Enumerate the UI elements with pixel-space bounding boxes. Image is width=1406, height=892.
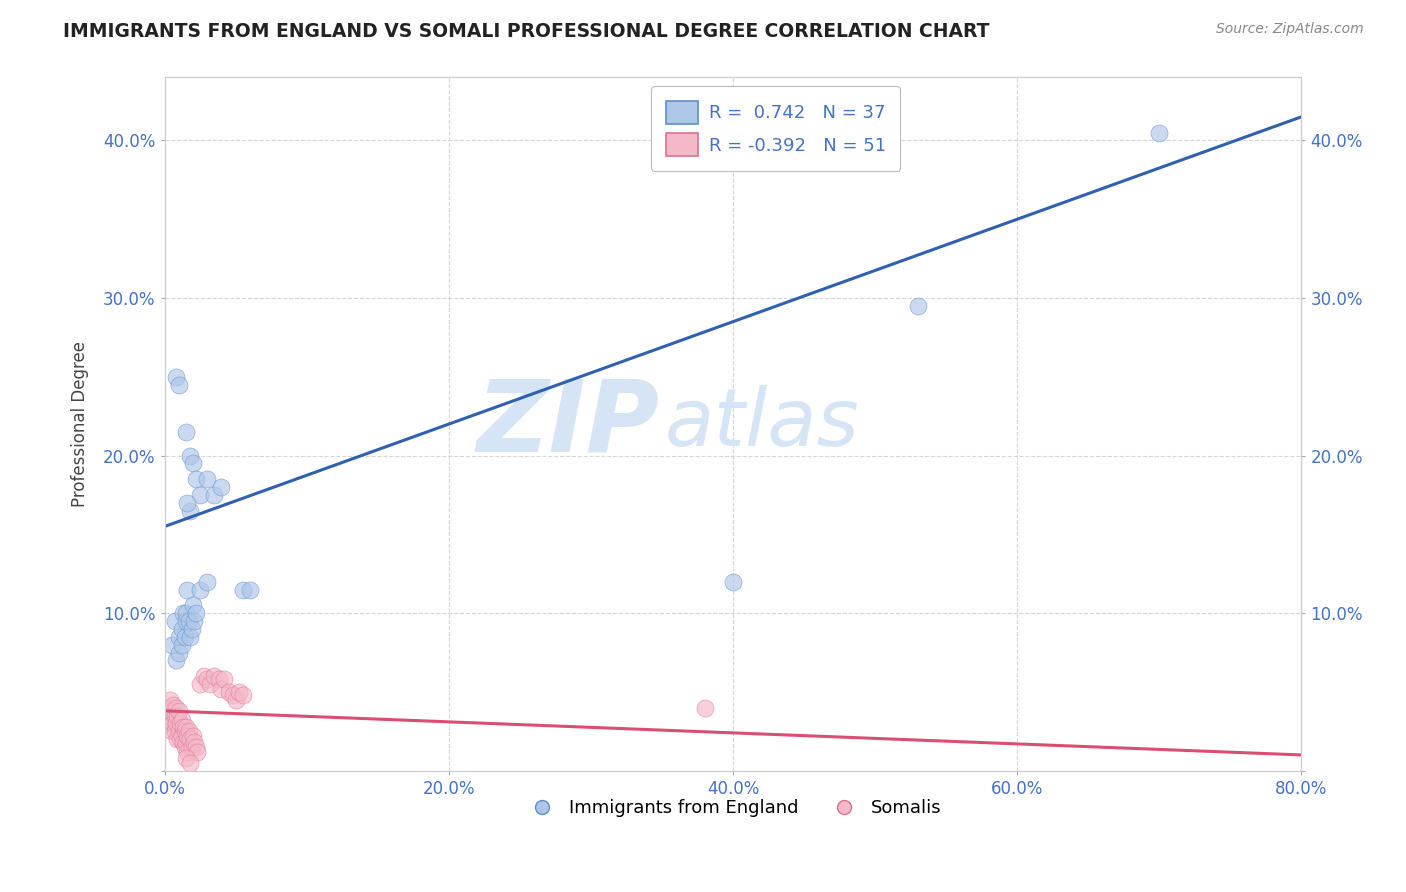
Point xyxy=(202,669,225,683)
Point xyxy=(174,751,197,765)
Point xyxy=(163,708,186,723)
Point xyxy=(165,653,187,667)
Point xyxy=(156,700,179,714)
Point xyxy=(195,673,218,687)
Point xyxy=(167,377,190,392)
Point xyxy=(160,638,183,652)
Point xyxy=(184,472,207,486)
Point xyxy=(693,700,716,714)
Point xyxy=(232,688,254,702)
Point xyxy=(225,693,247,707)
Point xyxy=(181,729,204,743)
Point xyxy=(165,369,187,384)
Point xyxy=(176,582,198,597)
Point xyxy=(195,574,218,589)
Point xyxy=(179,449,201,463)
Point xyxy=(180,740,202,755)
Point xyxy=(208,673,231,687)
Point xyxy=(218,685,240,699)
Text: atlas: atlas xyxy=(665,385,859,463)
Legend: Immigrants from England, Somalis: Immigrants from England, Somalis xyxy=(517,791,949,824)
Point xyxy=(181,457,204,471)
Point xyxy=(195,472,218,486)
Y-axis label: Professional Degree: Professional Degree xyxy=(72,341,89,507)
Point xyxy=(166,708,188,723)
Point xyxy=(188,582,211,597)
Point xyxy=(232,582,254,597)
Point xyxy=(1149,126,1171,140)
Point xyxy=(239,582,262,597)
Point xyxy=(167,724,190,739)
Point xyxy=(179,504,201,518)
Text: IMMIGRANTS FROM ENGLAND VS SOMALI PROFESSIONAL DEGREE CORRELATION CHART: IMMIGRANTS FROM ENGLAND VS SOMALI PROFES… xyxy=(63,22,990,41)
Point xyxy=(721,574,744,589)
Point xyxy=(193,669,215,683)
Point xyxy=(173,724,195,739)
Point xyxy=(907,299,929,313)
Point xyxy=(157,708,180,723)
Point xyxy=(170,729,193,743)
Point xyxy=(174,606,197,620)
Text: Source: ZipAtlas.com: Source: ZipAtlas.com xyxy=(1216,22,1364,37)
Point xyxy=(159,693,181,707)
Point xyxy=(228,685,250,699)
Point xyxy=(166,732,188,747)
Point xyxy=(181,599,204,613)
Point xyxy=(174,720,197,734)
Point xyxy=(169,716,191,731)
Point xyxy=(163,724,186,739)
Point xyxy=(174,425,197,439)
Point xyxy=(179,630,201,644)
Point xyxy=(163,614,186,628)
Point xyxy=(186,745,208,759)
Point xyxy=(184,606,207,620)
Point xyxy=(172,735,194,749)
Point xyxy=(162,716,184,731)
Point xyxy=(176,745,198,759)
Point xyxy=(172,606,194,620)
Point xyxy=(222,688,245,702)
Point xyxy=(202,488,225,502)
Point xyxy=(211,480,233,494)
Point xyxy=(184,740,207,755)
Point xyxy=(188,677,211,691)
Point xyxy=(170,713,193,727)
Point xyxy=(167,630,190,644)
Point xyxy=(174,614,197,628)
Point xyxy=(165,700,187,714)
Point xyxy=(170,638,193,652)
Point xyxy=(159,716,181,731)
Point xyxy=(198,677,221,691)
Point xyxy=(177,614,200,628)
Point xyxy=(170,622,193,636)
Point xyxy=(176,496,198,510)
Point xyxy=(160,704,183,718)
Point xyxy=(188,488,211,502)
Point xyxy=(172,720,194,734)
Point xyxy=(177,724,200,739)
Point xyxy=(211,681,233,696)
Point xyxy=(176,729,198,743)
Point xyxy=(183,735,205,749)
Point xyxy=(179,732,201,747)
Point xyxy=(173,740,195,755)
Point xyxy=(167,704,190,718)
Point xyxy=(180,622,202,636)
Text: ZIP: ZIP xyxy=(477,376,659,473)
Point xyxy=(167,646,190,660)
Point xyxy=(179,756,201,770)
Point xyxy=(173,630,195,644)
Point xyxy=(162,698,184,712)
Point xyxy=(174,735,197,749)
Point xyxy=(169,732,191,747)
Point xyxy=(165,716,187,731)
Point xyxy=(183,614,205,628)
Point xyxy=(214,673,236,687)
Point xyxy=(160,724,183,739)
